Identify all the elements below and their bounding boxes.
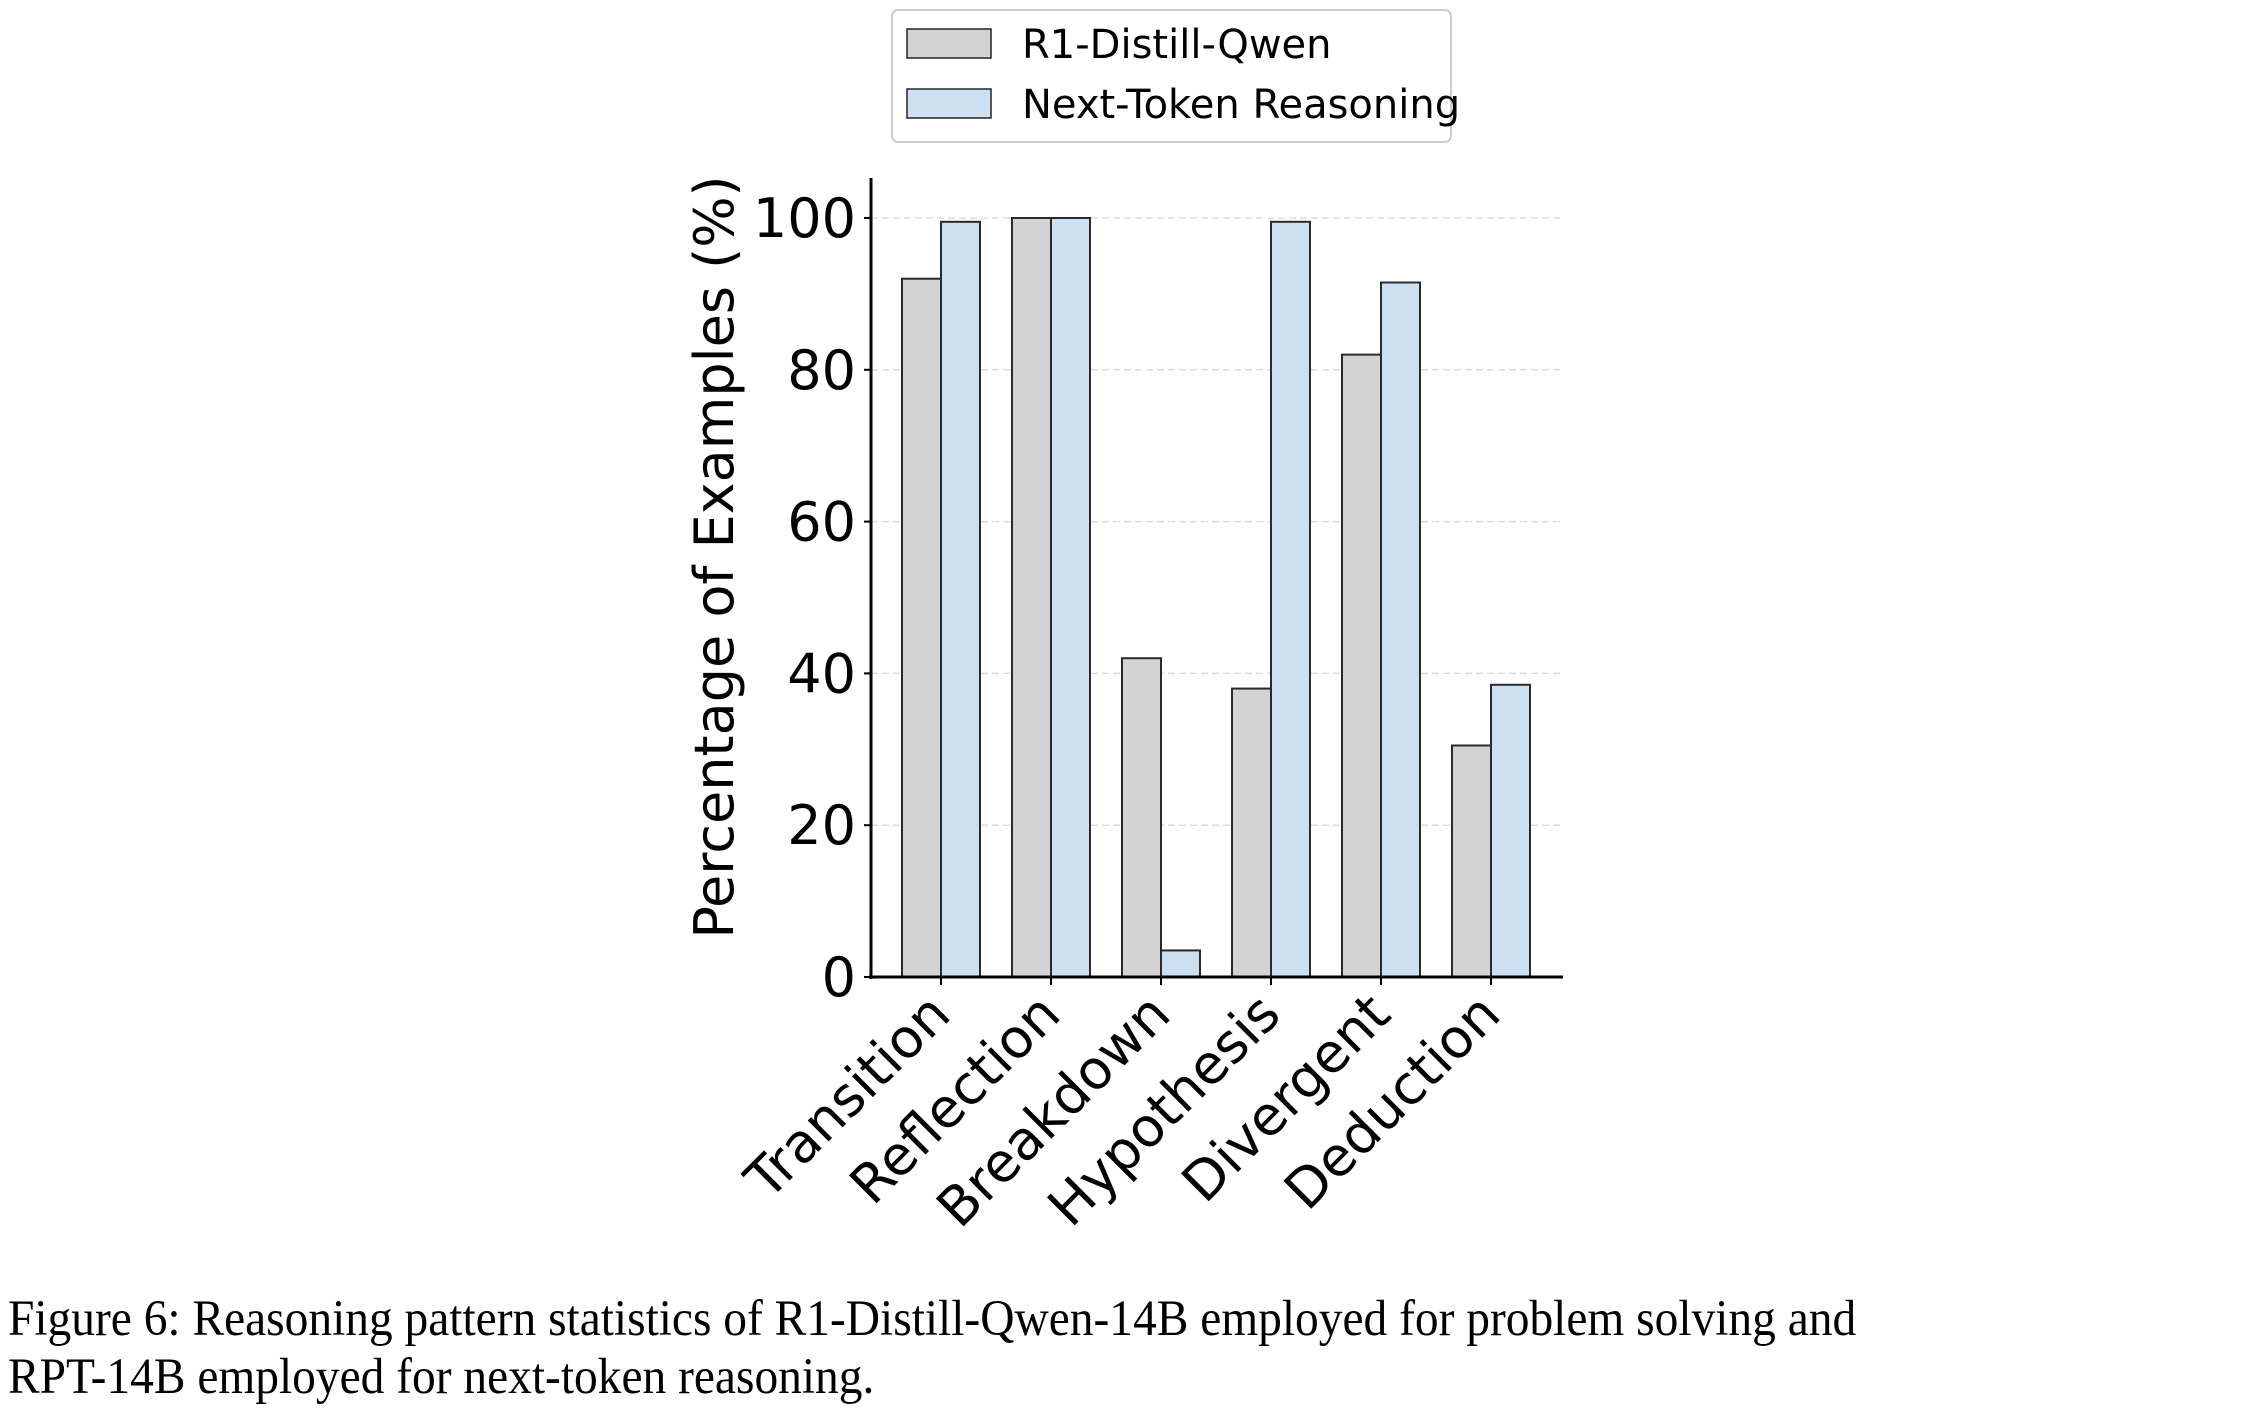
bars <box>901 217 1531 979</box>
legend-swatch-r1-distill-qwen <box>906 28 992 59</box>
bar-r1-distill-qwen-reflection <box>1011 217 1052 978</box>
legend: R1-Distill-Qwen Next-Token Reasoning <box>891 9 1460 143</box>
y-tick-label: 80 <box>787 339 856 402</box>
legend-label-r1-distill-qwen: R1-Distill-Qwen <box>1022 22 1332 68</box>
bar-next-token-reasoning-breakdown <box>1160 949 1201 978</box>
bar-next-token-reasoning-deduction <box>1490 683 1531 978</box>
caption-line-1: Figure 6: Reasoning pattern statistics o… <box>8 1291 1857 1347</box>
bar-next-token-reasoning-reflection <box>1050 217 1091 978</box>
gridlines <box>871 217 1563 826</box>
axes <box>869 178 1563 979</box>
y-tick-label: 60 <box>787 491 856 554</box>
y-tick-label: 100 <box>753 187 856 250</box>
y-axis-label: Percentage of Examples (%) <box>683 175 746 938</box>
legend-label-next-token-reasoning: Next-Token Reasoning <box>1022 82 1460 128</box>
y-ticks: 0 20 40 60 80 100 <box>753 187 871 1009</box>
bar-chart: 0 20 40 60 80 100 TransitionReflectionBreakdo… <box>683 9 1563 1239</box>
legend-box <box>891 9 1452 143</box>
y-tick-label: 40 <box>787 642 856 705</box>
x-ticks: TransitionReflectionBreakdownHypothesisD… <box>732 977 1512 1239</box>
bar-next-token-reasoning-transition <box>940 220 981 979</box>
bar-r1-distill-qwen-deduction <box>1451 744 1492 978</box>
bar-r1-distill-qwen-breakdown <box>1121 657 1162 978</box>
bar-next-token-reasoning-divergent <box>1380 281 1421 978</box>
y-tick-label: 0 <box>822 946 856 1009</box>
bar-r1-distill-qwen-hypothesis <box>1231 687 1272 979</box>
bar-r1-distill-qwen-divergent <box>1341 353 1382 978</box>
caption-line-2: RPT-14B employed for next-token reasonin… <box>8 1349 875 1405</box>
bar-r1-distill-qwen-transition <box>901 277 942 979</box>
bar-next-token-reasoning-hypothesis <box>1270 220 1311 979</box>
figure-caption: Figure 6: Reasoning pattern statistics o… <box>8 1290 2087 1406</box>
y-tick-label: 20 <box>787 794 856 857</box>
legend-swatch-next-token-reasoning <box>906 88 992 119</box>
